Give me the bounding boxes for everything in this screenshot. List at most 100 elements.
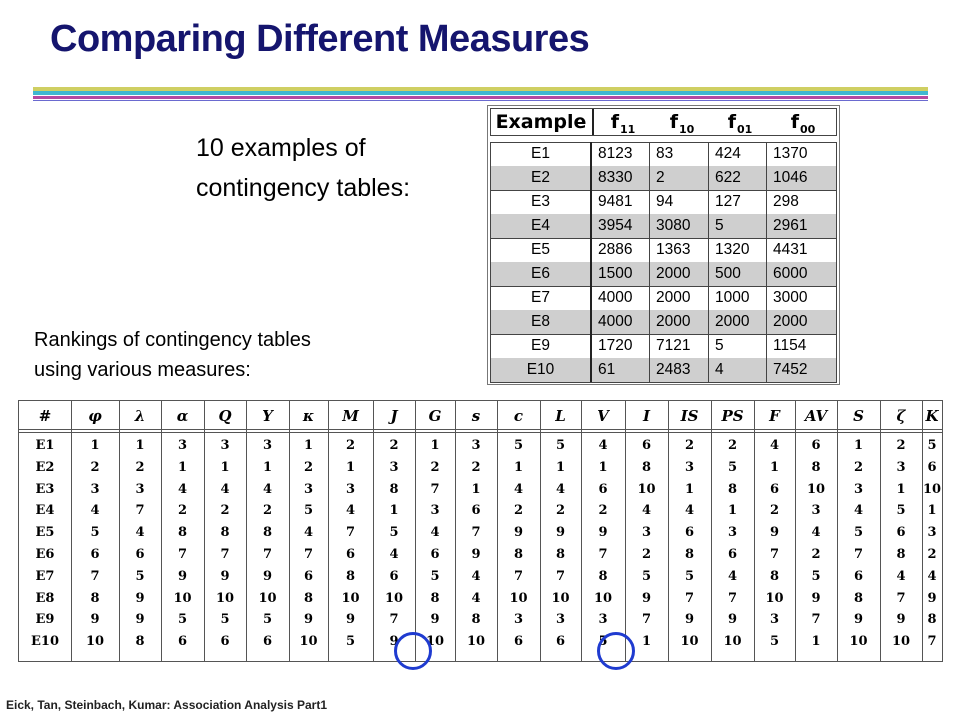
rankings-rank-cell: 8	[811, 459, 821, 475]
rankings-rank-cell: 5	[684, 568, 695, 584]
rankings-rank-cell: 1	[513, 459, 524, 475]
contingency-count-cell: 9481	[592, 190, 650, 214]
rankings-example-cell: E7	[35, 568, 55, 584]
rankings-rank-cell: 10	[299, 634, 318, 650]
rankings-header-cell: F	[769, 407, 780, 425]
rankings-rank-cell: 3	[389, 459, 399, 475]
rankings-rank-cell: 1	[220, 459, 230, 475]
rankings-rank-cell: 9	[598, 525, 608, 541]
footer: Eick, Tan, Steinbach, Kumar: Association…	[6, 698, 327, 712]
rankings-rank-cell: 5	[853, 525, 864, 541]
rankings-rank-cell: 8	[430, 590, 440, 606]
contingency-top-line	[490, 142, 837, 143]
contingency-row: E8 4000 2000 2000 2000	[490, 310, 837, 335]
contingency-count-cell: 2000	[650, 262, 709, 286]
rankings-rank-cell: 8	[262, 525, 273, 541]
contingency-count-cell: 2	[650, 166, 709, 190]
rankings-rank-cell: 7	[598, 547, 608, 562]
rankings-rank-cell: 9	[853, 612, 864, 628]
rankings-rank-cell: 1	[90, 438, 100, 453]
rankings-rank-cell: 8	[177, 525, 188, 541]
rankings-rank-cell: 9	[555, 525, 566, 541]
rankings-rank-cell: 10	[891, 634, 911, 650]
rankings-rank-cell: 4	[135, 525, 145, 541]
contingency-count-cell: 3000	[767, 286, 837, 310]
contingency-count-cell: 2961	[767, 214, 837, 238]
contingency-header-label: f	[610, 111, 619, 133]
rankings-example-cell: E6	[35, 547, 55, 562]
rankings-example-cell: E10	[31, 634, 59, 650]
rankings-rank-cell: 5	[727, 459, 738, 475]
contingency-count-cell: 1370	[767, 142, 837, 166]
rankings-rank-cell: 5	[513, 438, 524, 453]
rankings-column-line	[204, 401, 205, 661]
contingency-example-cell: E2	[490, 166, 592, 190]
rankings-rank-cell: 3	[896, 459, 906, 475]
rankings-header-line	[19, 429, 942, 430]
rankings-rank-cell: 7	[896, 590, 906, 606]
rankings-rank-cell: 2	[598, 503, 608, 519]
rankings-row: E3 3 3 4 4 4 3 3 8 7 1 4 4 6 10 1 8 6 10 3 1 10	[19, 479, 942, 500]
rankings-row: E2 2 2 1 1 1 2 1 3 2 2 1 1 1 8 3 5 1 8 2 3 6	[19, 457, 942, 478]
rankings-rank-cell: 3	[927, 525, 937, 541]
rankings-header-cell: λ	[134, 407, 146, 425]
contingency-count-cell: 94	[650, 190, 709, 214]
rankings-rank-cell: 10	[466, 634, 486, 650]
rankings-header-line	[19, 432, 942, 433]
rankings-rank-cell: 1	[345, 459, 356, 475]
rankings-rank-cell: 10	[806, 481, 826, 497]
rankings-rank-cell: 5	[896, 503, 906, 519]
rankings-rank-cell: 6	[389, 568, 399, 584]
rankings-rank-cell: 7	[471, 525, 481, 541]
rankings-rank-cell: 6	[513, 634, 524, 650]
rankings-rank-cell: 7	[389, 612, 399, 628]
rankings-rank-cell: 8	[90, 590, 100, 606]
rankings-rank-cell: 4	[927, 568, 937, 584]
rankings-example-cell: E1	[35, 438, 55, 453]
rankings-rank-cell: 5	[303, 503, 314, 519]
contingency-row: E3 9481 94 127 298	[490, 190, 837, 215]
rankings-rank-cell: 5	[811, 568, 821, 584]
rankings-rank-cell: 7	[513, 568, 524, 584]
rankings-rank-cell: 10	[509, 590, 528, 606]
rankings-rank-cell: 8	[727, 481, 738, 497]
rankings-rank-cell: 1	[684, 481, 695, 497]
rankings-rank-cell: 2	[727, 438, 738, 453]
rankings-rank-cell: 9	[389, 634, 399, 650]
contingency-row-line	[490, 382, 837, 383]
rankings-rank-cell: 2	[90, 459, 100, 475]
rankings-rank-cell: 6	[896, 525, 906, 541]
contingency-count-cell: 500	[709, 262, 767, 286]
rankings-rank-cell: 4	[471, 590, 481, 606]
rankings-header-cell: M	[342, 407, 359, 425]
title-rule-magenta	[33, 96, 928, 99]
rankings-caption-line-2: using various measures:	[34, 359, 251, 381]
rankings-rank-cell: 8	[135, 634, 145, 650]
rankings-rank-cell: 2	[303, 459, 314, 475]
rankings-column-line	[415, 401, 416, 661]
contingency-count-cell: 61	[592, 358, 650, 382]
contingency-table: Example f11 f10 f01 f00 E1 8123 83 424 1370 E2 833…	[487, 105, 840, 385]
rankings-rank-cell: 3	[135, 481, 145, 497]
rankings-row: E7 7 5 9 9 9 6 8 6 5 4 7 7 8 5 5 4 8 5 6 4 4	[19, 566, 942, 587]
rankings-rank-cell: 5	[177, 612, 188, 628]
contingency-header-subscript: 01	[736, 123, 753, 136]
rankings-column-line	[581, 401, 582, 661]
rankings-column-line	[328, 401, 329, 661]
rankings-rank-cell: 2	[641, 547, 652, 562]
rankings-rank-cell: 9	[345, 612, 356, 628]
rankings-rank-cell: 8	[220, 525, 230, 541]
rankings-column-line	[795, 401, 796, 661]
rankings-rank-cell: 6	[135, 547, 145, 562]
rankings-rank-cell: 9	[177, 568, 188, 584]
contingency-row-line	[490, 334, 837, 335]
contingency-header-subscript: 11	[619, 123, 636, 136]
rankings-rank-cell: 3	[90, 481, 100, 497]
rankings-rank-cell: 7	[303, 547, 314, 562]
rankings-rank-cell: 5	[262, 612, 273, 628]
rankings-rank-cell: 10	[922, 481, 942, 497]
rankings-rank-cell: 8	[684, 547, 695, 562]
rankings-rank-cell: 6	[177, 634, 188, 650]
rankings-rank-cell: 4	[811, 525, 821, 541]
rankings-rank-cell: 4	[262, 481, 273, 497]
